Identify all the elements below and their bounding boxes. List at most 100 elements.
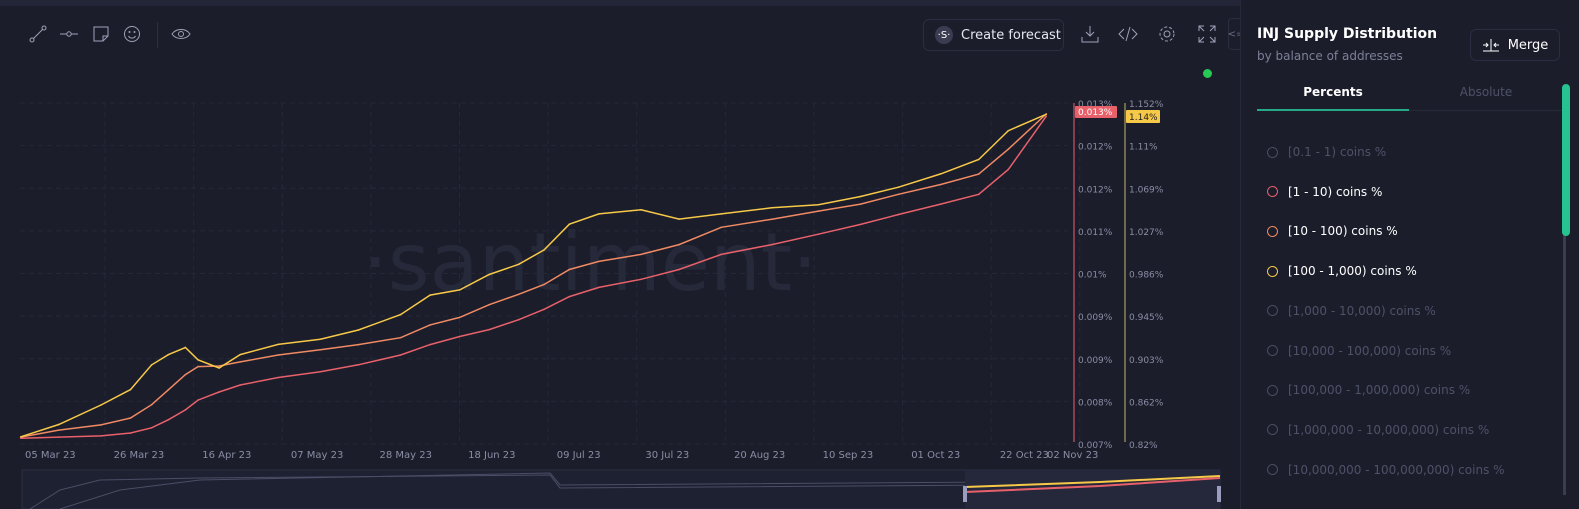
metric-label: [1,000,000 - 10,000,000) coins % [1288,422,1490,437]
metric-toggle-icon[interactable] [1267,384,1278,396]
live-status-indicator [1203,69,1212,78]
data-point [1007,148,1010,151]
metric-toggle-icon[interactable] [1267,305,1278,317]
metric-label: [1,000 - 10,000) coins % [1288,303,1436,318]
y-tick-label: 0.01% [1078,271,1107,281]
y-tick-label: 0.009% [1078,356,1113,366]
download-icon[interactable] [1080,24,1100,44]
note-icon[interactable] [91,24,111,44]
data-point [277,343,280,346]
scrollbar-track[interactable] [1563,205,1566,495]
data-point [817,233,820,235]
data-point [939,173,942,175]
horizontal-line-icon[interactable] [59,24,79,44]
data-point [543,308,545,311]
data-point [678,243,680,246]
metric-item[interactable]: [10,000 - 100,000) coins % [1267,344,1451,358]
data-point [19,437,22,440]
data-point [277,354,280,356]
x-tick-label: 20 Aug 23 [734,450,785,461]
y-tick-label: 0.945% [1129,313,1164,323]
metric-toggle-icon[interactable] [1267,225,1278,237]
tab-percents[interactable]: Percents [1303,85,1363,99]
fullscreen-icon[interactable] [1197,24,1217,44]
data-point [239,384,242,386]
x-tick-label: 02 Nov 23 [1047,450,1098,461]
data-point [1045,115,1048,118]
x-tick-label: 28 May 23 [379,450,431,461]
embed-code-icon[interactable] [1118,24,1138,44]
data-point [897,193,900,196]
x-tick-label: 30 Jul 23 [645,450,689,461]
data-point [1045,113,1048,116]
data-point [184,409,187,411]
data-point [771,218,773,220]
metric-toggle-icon[interactable] [1267,186,1278,198]
data-point [458,335,461,338]
metric-item[interactable]: [1,000 - 10,000) coins % [1267,304,1436,318]
metric-item[interactable]: [1,000,000 - 10,000,000) coins % [1267,423,1489,437]
sidebar-title: INJ Supply Distribution [1257,26,1438,42]
y-tick-label: 0.008% [1078,398,1113,408]
metric-item[interactable]: [10 - 100) coins % [1267,224,1398,238]
metric-item[interactable]: [100,000 - 1,000,000) coins % [1267,383,1470,397]
y-tick-label: 0.013% [1078,100,1113,110]
tab-divider [1257,110,1567,111]
data-point [429,324,431,326]
x-tick-label: 22 Oct 23 [1000,450,1049,461]
data-point [57,436,60,438]
data-point [817,210,820,212]
y-tick-label: 1.027% [1129,228,1164,238]
eye-icon[interactable] [171,24,191,44]
settings-gear-icon[interactable] [1157,24,1177,44]
data-point [977,173,980,175]
metric-toggle-icon[interactable] [1267,345,1278,356]
merge-button[interactable]: Merge [1470,29,1560,61]
data-point [357,364,360,366]
navigator-right-handle [1217,486,1221,502]
data-point [817,203,820,206]
create-forecast-button[interactable]: ·S· Create forecast [923,19,1064,51]
tab-absolute[interactable]: Absolute [1459,85,1513,99]
data-point [977,193,980,196]
data-point [678,218,680,220]
merge-label: Merge [1507,37,1549,53]
scrollbar-thumb[interactable] [1562,84,1570,236]
navigator-left-handle [963,486,967,502]
data-point [640,209,642,211]
data-point [319,370,322,373]
data-point [568,223,571,225]
navigator-series-line [964,477,1221,493]
data-point [1007,168,1010,171]
create-forecast-label: Create forecast [961,27,1061,43]
metric-toggle-icon[interactable] [1267,464,1278,476]
data-point [598,213,600,215]
data-point [57,429,60,431]
data-point [640,253,642,256]
data-point [197,399,199,401]
data-point [100,435,102,437]
metric-item[interactable]: [1 - 10) coins % [1267,185,1382,199]
emoji-icon[interactable] [122,24,142,44]
metric-toggle-icon[interactable] [1267,146,1278,158]
x-tick-label: 07 May 23 [291,450,343,461]
metric-toggle-icon[interactable] [1267,424,1278,436]
x-tick-label: 10 Sep 23 [823,450,874,461]
data-point [150,427,153,429]
data-point [678,268,680,271]
navigator-series-line [964,475,1221,488]
y-tick-label: 1.11% [1129,143,1158,153]
data-point [859,223,862,226]
data-point [319,348,322,351]
supply-distribution-chart[interactable]: 05 Mar 23 26 Mar 23 16 Apr 23 07 May 23 28 M… [0,90,1230,509]
y-tick-label: 0.012% [1078,185,1113,195]
metric-label: [1 - 10) coins % [1288,184,1383,199]
data-point [218,365,220,367]
y-tick-label: 0.011% [1078,228,1113,238]
metric-item[interactable]: [100 - 1,000) coins % [1267,264,1417,278]
metric-toggle-icon[interactable] [1267,265,1278,277]
metric-item[interactable]: [0.1 - 1) coins % [1267,145,1386,159]
data-point [897,213,900,216]
line-drawing-icon[interactable] [28,24,48,44]
metric-item[interactable]: [10,000,000 - 100,000,000) coins % [1267,463,1505,477]
